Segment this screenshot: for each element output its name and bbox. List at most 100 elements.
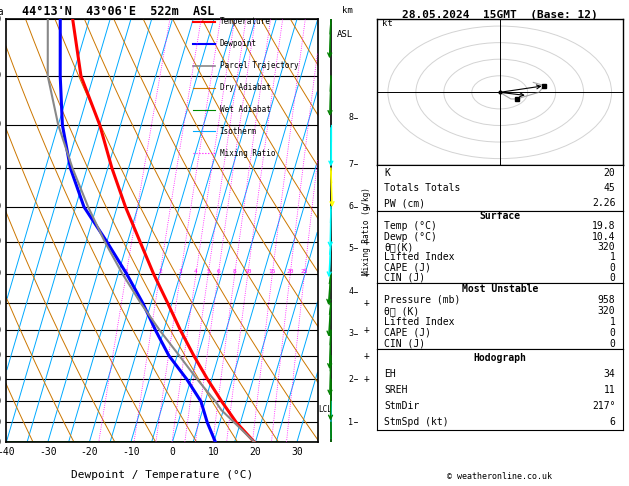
Text: CIN (J): CIN (J) bbox=[384, 339, 425, 349]
Text: 450: 450 bbox=[0, 164, 2, 173]
Text: +: + bbox=[364, 374, 370, 384]
Text: 0: 0 bbox=[610, 273, 615, 283]
Text: 19.8: 19.8 bbox=[592, 222, 615, 231]
Text: -30: -30 bbox=[39, 447, 57, 457]
Text: Surface: Surface bbox=[479, 211, 520, 221]
Text: 5: 5 bbox=[348, 244, 353, 253]
Text: 1: 1 bbox=[610, 252, 615, 262]
Text: 8: 8 bbox=[348, 113, 353, 122]
Text: CAPE (J): CAPE (J) bbox=[384, 328, 431, 338]
Text: 6: 6 bbox=[348, 202, 353, 211]
Text: 4: 4 bbox=[348, 287, 353, 296]
Text: 350: 350 bbox=[0, 71, 2, 81]
Text: +: + bbox=[364, 269, 370, 278]
Text: Lifted Index: Lifted Index bbox=[384, 252, 455, 262]
Text: Dewpoint: Dewpoint bbox=[220, 39, 257, 48]
Text: 550: 550 bbox=[0, 237, 2, 246]
Text: Dewpoint / Temperature (°C): Dewpoint / Temperature (°C) bbox=[71, 470, 253, 480]
Text: θᴇ (K): θᴇ (K) bbox=[384, 306, 420, 316]
Text: 0: 0 bbox=[610, 262, 615, 273]
Text: Temp (°C): Temp (°C) bbox=[384, 222, 437, 231]
Text: 10: 10 bbox=[208, 447, 220, 457]
Text: hPa: hPa bbox=[0, 7, 4, 17]
Text: SREH: SREH bbox=[384, 385, 408, 395]
Text: Wet Adiabat: Wet Adiabat bbox=[220, 105, 270, 114]
Text: 700: 700 bbox=[0, 326, 2, 335]
Text: 15: 15 bbox=[269, 269, 276, 274]
Text: 400: 400 bbox=[0, 121, 2, 129]
Text: 2.26: 2.26 bbox=[592, 198, 615, 208]
Text: 0: 0 bbox=[610, 328, 615, 338]
Text: Parcel Trajectory: Parcel Trajectory bbox=[220, 61, 298, 70]
Text: 6: 6 bbox=[610, 417, 615, 427]
Text: Mixing Ratio (g/kg): Mixing Ratio (g/kg) bbox=[362, 187, 371, 275]
Text: 20: 20 bbox=[604, 168, 615, 178]
Text: 6: 6 bbox=[216, 269, 220, 274]
Text: 45: 45 bbox=[604, 183, 615, 193]
Text: 650: 650 bbox=[0, 298, 2, 308]
Text: 750: 750 bbox=[0, 351, 2, 360]
Text: +: + bbox=[364, 298, 370, 308]
Text: 1: 1 bbox=[610, 317, 615, 327]
Text: LCL: LCL bbox=[318, 405, 332, 415]
Text: 11: 11 bbox=[604, 385, 615, 395]
Text: 4: 4 bbox=[194, 269, 198, 274]
Text: 20: 20 bbox=[250, 447, 261, 457]
Text: 2: 2 bbox=[158, 269, 162, 274]
Text: 217°: 217° bbox=[592, 401, 615, 411]
Text: Totals Totals: Totals Totals bbox=[384, 183, 460, 193]
Text: StmSpd (kt): StmSpd (kt) bbox=[384, 417, 448, 427]
Text: kt: kt bbox=[382, 19, 393, 28]
Text: Most Unstable: Most Unstable bbox=[462, 283, 538, 294]
Text: 10.4: 10.4 bbox=[592, 232, 615, 242]
Text: CIN (J): CIN (J) bbox=[384, 273, 425, 283]
Text: θᴇ(K): θᴇ(K) bbox=[384, 242, 413, 252]
Text: 0: 0 bbox=[610, 339, 615, 349]
Text: -20: -20 bbox=[81, 447, 98, 457]
Text: Mixing Ratio: Mixing Ratio bbox=[220, 149, 275, 158]
Text: 3: 3 bbox=[179, 269, 182, 274]
Text: 34: 34 bbox=[604, 369, 615, 379]
Text: 44°13'N  43°06'E  522m  ASL: 44°13'N 43°06'E 522m ASL bbox=[22, 5, 214, 18]
Text: 20: 20 bbox=[287, 269, 294, 274]
Text: 8: 8 bbox=[233, 269, 237, 274]
Text: 320: 320 bbox=[598, 242, 615, 252]
Text: 2: 2 bbox=[348, 375, 353, 384]
Text: -10: -10 bbox=[122, 447, 140, 457]
Text: Isotherm: Isotherm bbox=[220, 127, 257, 136]
Text: Pressure (mb): Pressure (mb) bbox=[384, 295, 460, 305]
Text: 10: 10 bbox=[244, 269, 252, 274]
Text: Temperature: Temperature bbox=[220, 17, 270, 26]
Text: +: + bbox=[364, 237, 370, 247]
Text: Dewp (°C): Dewp (°C) bbox=[384, 232, 437, 242]
Text: 28.05.2024  15GMT  (Base: 12): 28.05.2024 15GMT (Base: 12) bbox=[402, 10, 598, 20]
Text: 600: 600 bbox=[0, 269, 2, 278]
Text: 320: 320 bbox=[598, 306, 615, 316]
Text: km: km bbox=[342, 6, 353, 15]
Text: Hodograph: Hodograph bbox=[473, 352, 526, 363]
Text: CAPE (J): CAPE (J) bbox=[384, 262, 431, 273]
Text: 500: 500 bbox=[0, 202, 2, 211]
Text: 30: 30 bbox=[291, 447, 303, 457]
Text: 850: 850 bbox=[0, 397, 2, 406]
Text: ASL: ASL bbox=[337, 30, 353, 39]
Text: © weatheronline.co.uk: © weatheronline.co.uk bbox=[447, 472, 552, 481]
Text: +: + bbox=[364, 325, 370, 335]
Text: 0: 0 bbox=[169, 447, 175, 457]
Text: Lifted Index: Lifted Index bbox=[384, 317, 455, 327]
Text: 1: 1 bbox=[348, 418, 353, 427]
Text: 300: 300 bbox=[0, 15, 2, 24]
Text: +: + bbox=[364, 350, 370, 361]
Text: -40: -40 bbox=[0, 447, 15, 457]
Text: 800: 800 bbox=[0, 375, 2, 384]
Text: K: K bbox=[384, 168, 390, 178]
Text: PW (cm): PW (cm) bbox=[384, 198, 425, 208]
Text: 3: 3 bbox=[348, 330, 353, 338]
Text: 1: 1 bbox=[125, 269, 128, 274]
Text: Dry Adiabat: Dry Adiabat bbox=[220, 83, 270, 92]
Text: StmDir: StmDir bbox=[384, 401, 420, 411]
Text: EH: EH bbox=[384, 369, 396, 379]
Text: 900: 900 bbox=[0, 418, 2, 427]
Text: 950: 950 bbox=[0, 438, 2, 447]
Text: 7: 7 bbox=[348, 159, 353, 169]
